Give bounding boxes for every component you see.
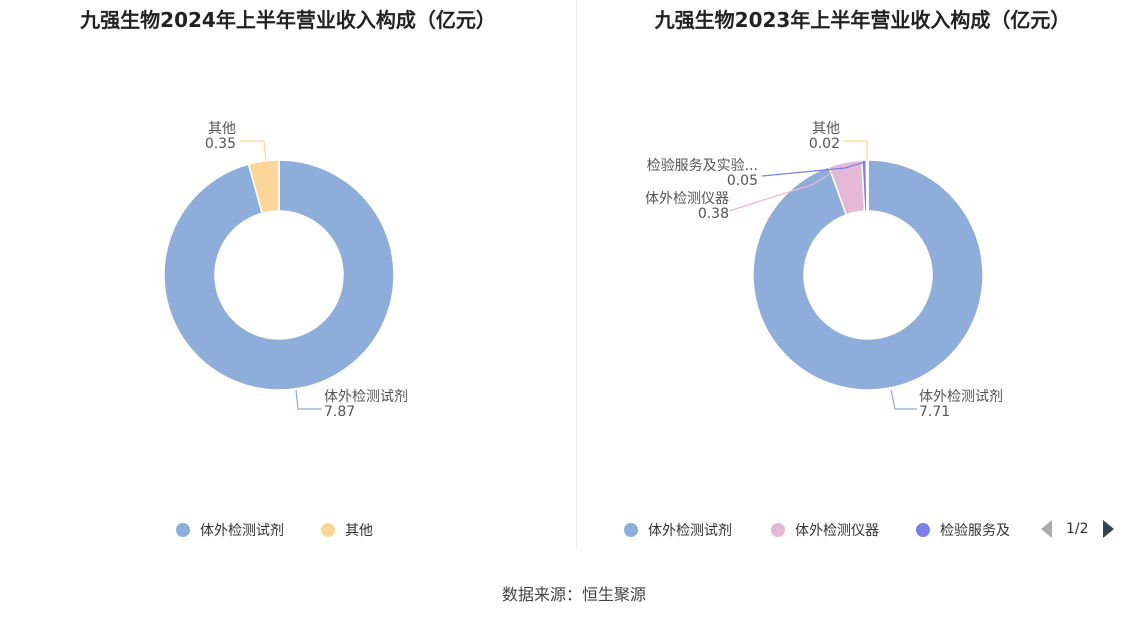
legend-page-indicator: 1/2 xyxy=(1066,521,1089,537)
legend-label: 检验服务及 xyxy=(940,523,1010,539)
label-leader-line xyxy=(728,171,834,212)
slice-label: 体外检测试剂 xyxy=(324,389,408,405)
pie-slice[interactable] xyxy=(163,159,395,391)
label-leader-line xyxy=(761,161,866,177)
label-leader-line xyxy=(843,140,868,160)
legend-label: 体外检测试剂 xyxy=(200,523,284,539)
slice-label: 体外检测仪器 xyxy=(645,191,729,207)
legend-label: 体外检测仪器 xyxy=(795,523,879,539)
panel-divider xyxy=(576,0,577,550)
chart-panel-2024: 九强生物2024年上半年营业收入构成（亿元） 体外检测试剂 7.87 其他 0.35 … xyxy=(0,0,576,550)
slice-label: 其他 xyxy=(812,121,840,137)
label-leader-line xyxy=(890,389,917,410)
legend: 体外检测试剂 其他 xyxy=(0,520,576,544)
legend-dot xyxy=(321,523,335,537)
legend-pager: 1/2 xyxy=(1041,520,1114,538)
label-leader-line xyxy=(295,389,322,410)
slice-value: 7.71 xyxy=(919,404,950,420)
slice-value: 0.02 xyxy=(809,136,840,152)
label-leader-line xyxy=(240,140,267,162)
pie-slice[interactable] xyxy=(865,159,869,212)
slice-value: 0.35 xyxy=(205,136,236,152)
chart-panel-2023: 九强生物2023年上半年营业收入构成（亿元） 体外检测试剂 7.71 体外检测仪器 0… xyxy=(577,0,1148,550)
legend-next-icon[interactable] xyxy=(1102,520,1114,538)
legend: 体外检测试剂 体外检测仪器 检验服务及 1/2 xyxy=(577,520,1148,544)
slice-value: 0.38 xyxy=(698,206,729,222)
legend-label: 体外检测试剂 xyxy=(648,523,732,539)
legend-label: 其他 xyxy=(345,523,373,539)
legend-dot xyxy=(916,523,930,537)
legend-item-instruments[interactable]: 体外检测仪器 xyxy=(771,520,879,540)
legend-item-services[interactable]: 检验服务及 xyxy=(916,520,1010,540)
slice-value: 0.05 xyxy=(727,173,758,189)
slice-value: 7.87 xyxy=(324,404,355,420)
legend-item-other[interactable]: 其他 xyxy=(321,520,373,540)
legend-item-reagents[interactable]: 体外检测试剂 xyxy=(624,520,732,540)
legend-dot xyxy=(176,523,190,537)
pie-slice[interactable] xyxy=(247,159,280,215)
chart-title: 九强生物2023年上半年营业收入构成（亿元） xyxy=(654,8,1071,32)
legend-dot xyxy=(624,523,638,537)
legend-prev-icon[interactable] xyxy=(1041,520,1052,538)
pie-slice[interactable] xyxy=(752,159,984,391)
slice-label: 检验服务及实验... xyxy=(647,158,758,174)
slice-label: 体外检测试剂 xyxy=(919,389,1003,405)
data-source: 数据来源：恒生聚源 xyxy=(501,585,646,604)
legend-dot xyxy=(771,523,785,537)
chart-title: 九强生物2024年上半年营业收入构成（亿元） xyxy=(80,8,496,32)
slice-label: 其他 xyxy=(208,121,236,137)
legend-item-reagents[interactable]: 体外检测试剂 xyxy=(176,520,284,540)
